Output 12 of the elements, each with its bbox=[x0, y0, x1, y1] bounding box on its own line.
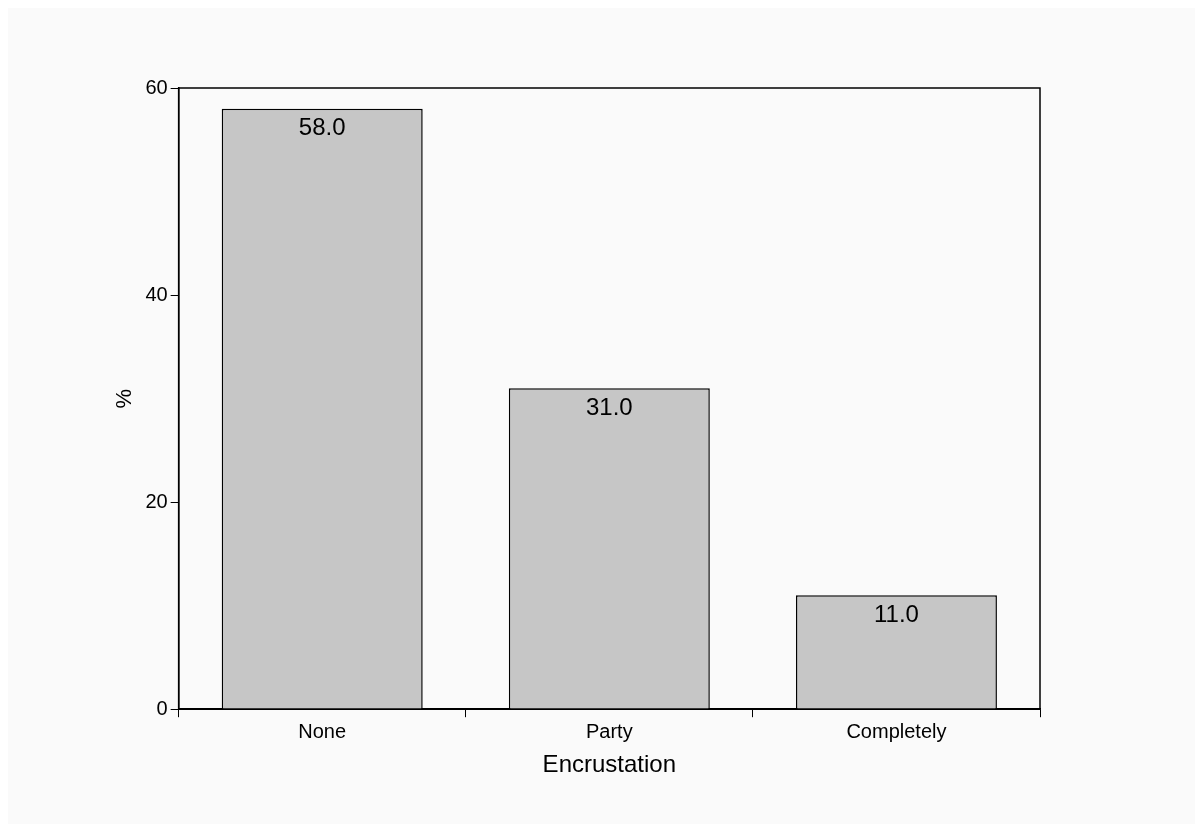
data-label: 58.0 bbox=[298, 113, 346, 141]
y-axis-title: % bbox=[111, 388, 137, 409]
y-tick-label: 60 bbox=[145, 75, 168, 98]
y-tick-label: 0 bbox=[156, 696, 168, 719]
y-tick-label: 40 bbox=[145, 282, 168, 305]
x-axis-title: Encrustation bbox=[542, 750, 677, 778]
x-tick-label: Completely bbox=[846, 719, 947, 742]
x-tick-label: None bbox=[298, 719, 347, 742]
x-tick-label: Party bbox=[585, 719, 633, 742]
data-label: 31.0 bbox=[585, 392, 633, 420]
y-tick-label: 20 bbox=[145, 489, 168, 512]
data-label: 11.0 bbox=[873, 599, 919, 627]
